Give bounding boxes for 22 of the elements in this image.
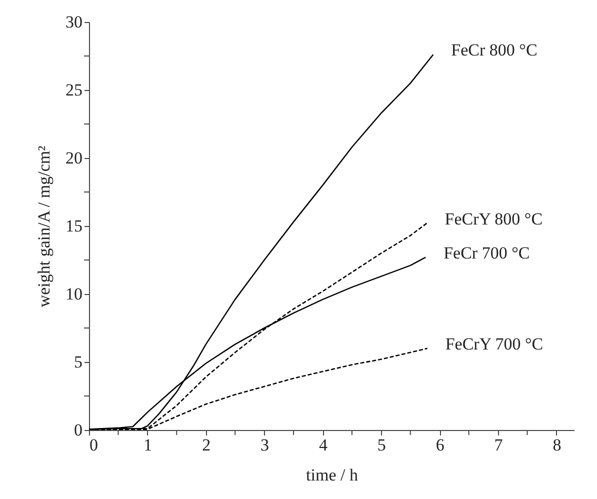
- x-tick-label: 0: [90, 436, 98, 454]
- x-tick-label: 7: [494, 436, 504, 454]
- x-axis-title: time / h: [306, 466, 358, 484]
- y-tick-label: 15: [66, 216, 82, 236]
- y-tick-label: 20: [66, 148, 82, 168]
- x-tick-label: 3: [260, 436, 270, 454]
- series-label: FeCr 800 °C: [451, 40, 538, 60]
- series-label: FeCrY 700 °C: [445, 334, 544, 354]
- x-tick-label: 6: [436, 436, 444, 454]
- y-axis-title: weight gain/A / mg/cm²: [34, 146, 54, 308]
- series-label: FeCrY 800 °C: [444, 209, 543, 228]
- y-tick-label: 30: [66, 12, 82, 32]
- x-tick-label: 8: [552, 436, 562, 454]
- y-tick-label: 10: [66, 284, 82, 304]
- y-tick-label: 25: [66, 80, 82, 100]
- y-tick-label: 0: [74, 420, 82, 440]
- x-tick-label: 2: [202, 436, 211, 454]
- x-tick-label: 4: [318, 436, 328, 454]
- x-tick-label: 1: [144, 436, 152, 454]
- y-tick-label: 5: [74, 352, 82, 372]
- series-label: FeCr 700 °C: [444, 243, 530, 262]
- x-tick-label: 5: [377, 436, 386, 454]
